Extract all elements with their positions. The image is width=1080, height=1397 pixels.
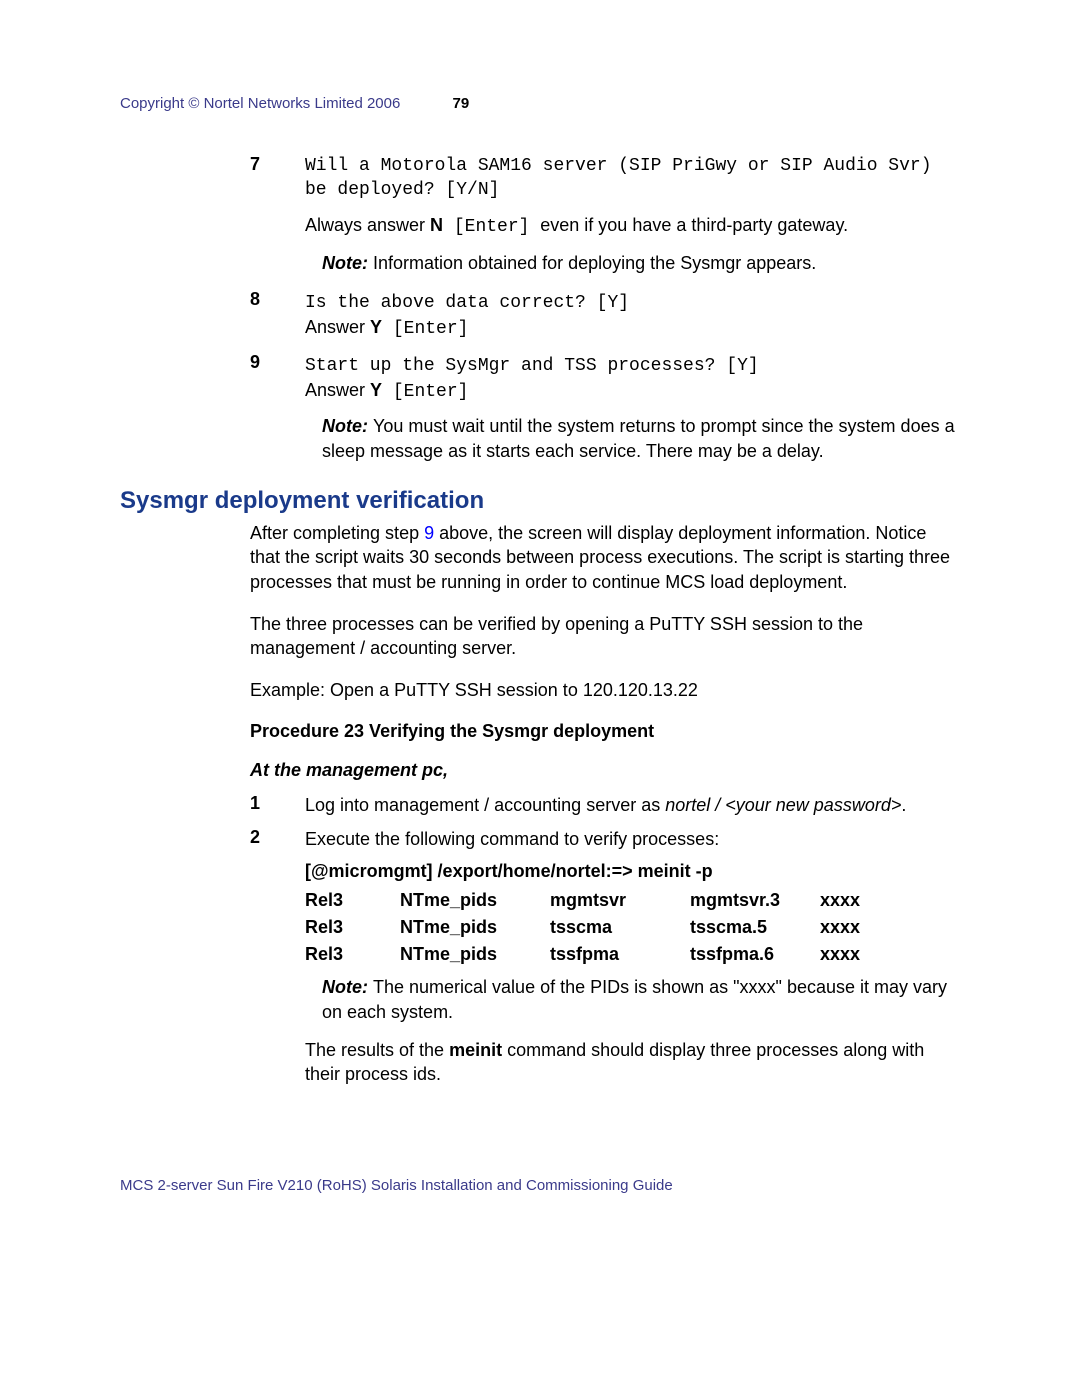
note-label: Note:	[322, 977, 373, 997]
text-mono: [Enter]	[443, 217, 540, 237]
page-number: 79	[453, 95, 470, 112]
text: Log into management / accounting server …	[305, 795, 665, 815]
cell: Rel3	[305, 890, 400, 911]
note-label: Note:	[322, 253, 373, 273]
procedure-subtitle: At the management pc,	[250, 760, 960, 781]
page-header: Copyright © Nortel Networks Limited 2006…	[120, 95, 960, 112]
cell: NTme_pids	[400, 917, 550, 938]
step-prompt: Will a Motorola SAM16 server (SIP PriGwy…	[305, 154, 960, 203]
table-row: Rel3 NTme_pids tsscma tsscma.5 xxxx	[305, 917, 960, 938]
cell: Rel3	[305, 944, 400, 965]
copyright-text: Copyright © Nortel Networks Limited 2006	[120, 95, 400, 112]
cell: tsscma	[550, 917, 690, 938]
cell: tssfpma	[550, 944, 690, 965]
cell: xxxx	[820, 944, 880, 965]
procedure-step-2: 2 Execute the following command to verif…	[250, 827, 960, 851]
text: .	[901, 795, 906, 815]
step-body: Start up the SysMgr and TSS processes? […	[305, 352, 960, 405]
cell: Rel3	[305, 917, 400, 938]
text: The results of the	[305, 1040, 449, 1060]
cell: NTme_pids	[400, 944, 550, 965]
step-7: 7 Will a Motorola SAM16 server (SIP PriG…	[250, 154, 960, 203]
step-prompt: Start up the SysMgr and TSS processes? […	[305, 356, 759, 376]
table-row: Rel3 NTme_pids mgmtsvr mgmtsvr.3 xxxx	[305, 890, 960, 911]
step-prompt: Is the above data correct? [Y]	[305, 293, 629, 313]
cell: mgmtsvr	[550, 890, 690, 911]
step-number: 9	[250, 352, 305, 373]
cell: NTme_pids	[400, 890, 550, 911]
step-number: 7	[250, 154, 305, 175]
step-body: Is the above data correct? [Y] Answer Y …	[305, 289, 960, 342]
section-para-2: The three processes can be verified by o…	[250, 612, 960, 661]
step-number: 8	[250, 289, 305, 310]
text-italic: nortel / <your new password>	[665, 795, 901, 815]
step-9-note: Note: You must wait until the system ret…	[322, 414, 960, 463]
procedure-step-1: 1 Log into management / accounting serve…	[250, 793, 960, 817]
text-bold: Y	[370, 317, 382, 337]
step-8: 8 Is the above data correct? [Y] Answer …	[250, 289, 960, 342]
note-text: Information obtained for deploying the S…	[373, 253, 816, 273]
document-page: Copyright © Nortel Networks Limited 2006…	[0, 0, 1080, 1254]
process-table: Rel3 NTme_pids mgmtsvr mgmtsvr.3 xxxx Re…	[305, 890, 960, 965]
text-bold: Y	[370, 380, 382, 400]
cell: xxxx	[820, 890, 880, 911]
text: Answer	[305, 317, 370, 337]
text-bold: meinit	[449, 1040, 502, 1060]
note-text: You must wait until the system returns t…	[322, 416, 955, 460]
step-number: 1	[250, 793, 305, 814]
text: Answer	[305, 380, 370, 400]
step-7-note: Note: Information obtained for deploying…	[322, 251, 960, 275]
text-mono: [Enter]	[382, 382, 468, 402]
page-footer: MCS 2-server Sun Fire V210 (RoHS) Solari…	[120, 1177, 960, 1194]
command-line: [@micromgmt] /export/home/nortel:=> mein…	[305, 861, 960, 882]
step-link[interactable]: 9	[424, 523, 434, 543]
text: Always answer	[305, 215, 430, 235]
step-number: 2	[250, 827, 305, 848]
procedure-title: Procedure 23 Verifying the Sysmgr deploy…	[250, 721, 960, 742]
text-mono: [Enter]	[382, 319, 468, 339]
procedure-note: Note: The numerical value of the PIDs is…	[322, 975, 960, 1024]
cell: mgmtsvr.3	[690, 890, 820, 911]
step-9: 9 Start up the SysMgr and TSS processes?…	[250, 352, 960, 405]
cell: xxxx	[820, 917, 880, 938]
text-bold: N	[430, 215, 443, 235]
procedure-result: The results of the meinit command should…	[305, 1038, 960, 1087]
text: After completing step	[250, 523, 424, 543]
step-body: Log into management / accounting server …	[305, 793, 960, 817]
step-body: Execute the following command to verify …	[305, 827, 960, 851]
section-heading: Sysmgr deployment verification	[120, 487, 960, 515]
section-para-3: Example: Open a PuTTY SSH session to 120…	[250, 678, 960, 702]
table-row: Rel3 NTme_pids tssfpma tssfpma.6 xxxx	[305, 944, 960, 965]
text: even if you have a third-party gateway.	[540, 215, 848, 235]
step-7-instruction: Always answer N [Enter] even if you have…	[305, 213, 960, 239]
note-label: Note:	[322, 416, 373, 436]
section-para-1: After completing step 9 above, the scree…	[250, 521, 960, 594]
note-text: The numerical value of the PIDs is shown…	[322, 977, 947, 1021]
cell: tssfpma.6	[690, 944, 820, 965]
cell: tsscma.5	[690, 917, 820, 938]
